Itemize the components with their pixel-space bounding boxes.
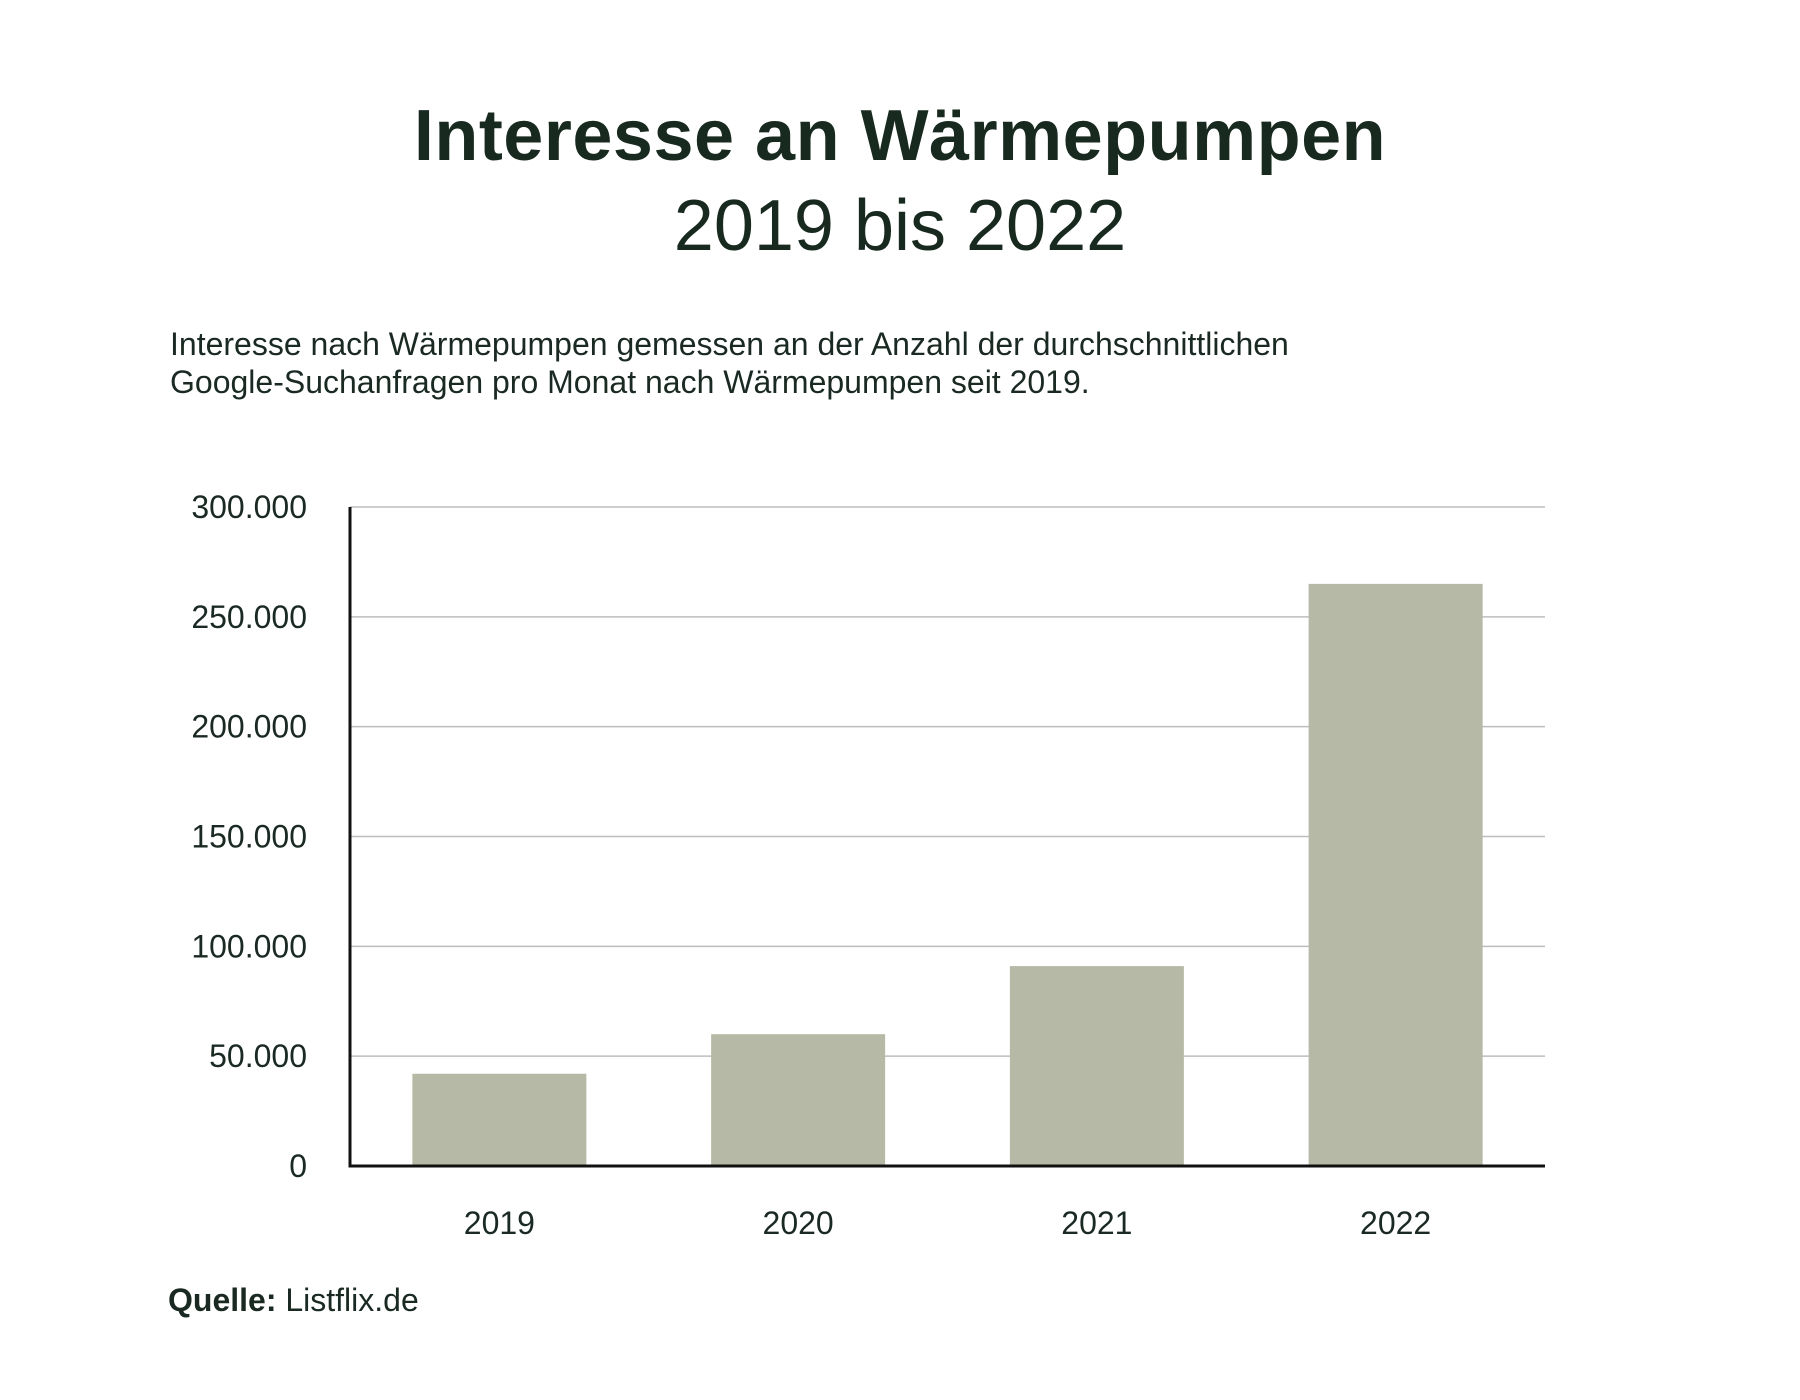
description-line-1: Interesse nach Wärmepumpen gemessen an d… bbox=[170, 326, 1289, 362]
y-tick-label: 50.000 bbox=[209, 1038, 307, 1074]
bars bbox=[412, 583, 1483, 1166]
bar-2019 bbox=[412, 1073, 587, 1166]
y-tick-label: 100.000 bbox=[191, 928, 307, 964]
description-line-2: Google-Suchanfragen pro Monat nach Wärme… bbox=[170, 364, 1090, 400]
source-value: Listflix.de bbox=[285, 1282, 419, 1318]
x-tick-label: 2022 bbox=[1360, 1205, 1431, 1241]
bar-2021 bbox=[1009, 966, 1184, 1166]
chart-subtitle: 2019 bis 2022 bbox=[673, 186, 1127, 266]
source-label: Quelle: bbox=[168, 1282, 277, 1318]
y-tick-label: 150.000 bbox=[191, 819, 307, 855]
chart-title: Interesse an Wärmepumpen bbox=[413, 96, 1387, 176]
x-tick-label: 2021 bbox=[1061, 1205, 1132, 1241]
y-tick-label: 250.000 bbox=[191, 599, 307, 635]
x-tick-labels: 2019 2020 2021 2022 bbox=[464, 1205, 1431, 1241]
y-tick-labels: 0 50.000 100.000 150.000 200.000 250.000 300.0… bbox=[191, 489, 307, 1184]
y-tick-label: 0 bbox=[289, 1148, 307, 1184]
y-tick-label: 300.000 bbox=[191, 489, 307, 525]
source-note: Quelle: Listflix.de bbox=[168, 1282, 419, 1319]
bar-2020 bbox=[711, 1034, 886, 1166]
axes bbox=[348, 507, 1545, 1168]
x-tick-label: 2019 bbox=[464, 1205, 535, 1241]
chart-description: Interesse nach Wärmepumpen gemessen an d… bbox=[170, 325, 1670, 401]
x-tick-label: 2020 bbox=[763, 1205, 834, 1241]
bar-2022 bbox=[1308, 583, 1483, 1166]
y-tick-label: 200.000 bbox=[191, 709, 307, 745]
